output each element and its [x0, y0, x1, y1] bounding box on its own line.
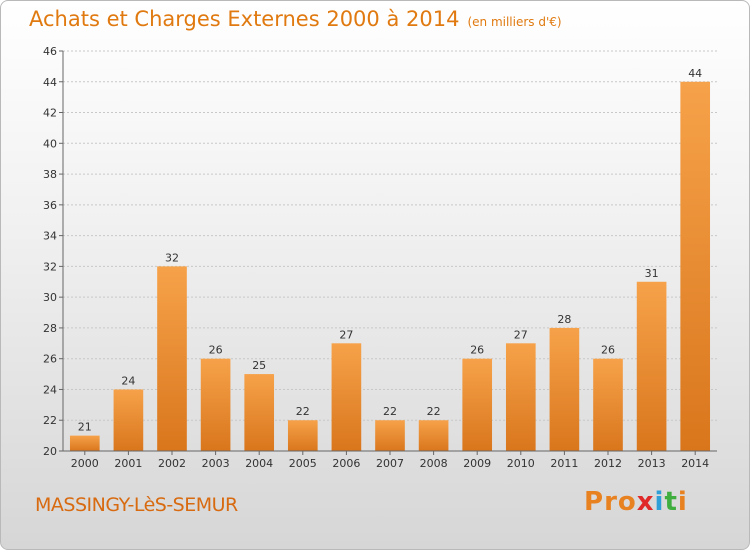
city-name: MASSINGY-LèS-SEMUR: [35, 494, 238, 516]
x-tick-label: 2008: [420, 457, 448, 470]
bar-value-label: 31: [645, 267, 659, 280]
bar-value-label: 24: [121, 374, 135, 387]
x-tick-label: 2009: [463, 457, 491, 470]
bar-2005: [287, 420, 318, 451]
y-tick-label: 34: [43, 230, 57, 243]
y-tick-label: 22: [43, 414, 57, 427]
y-tick-label: 30: [43, 291, 57, 304]
bar-2006: [331, 343, 362, 451]
y-tick-label: 36: [43, 199, 57, 212]
bar-value-label: 22: [383, 405, 397, 418]
bar-value-label: 22: [296, 405, 310, 418]
y-tick-label: 40: [43, 137, 57, 150]
x-tick-label: 2014: [681, 457, 709, 470]
logo-letter: r: [604, 487, 618, 517]
bar-value-label: 27: [339, 328, 353, 341]
bar-2004: [244, 374, 275, 451]
bar-value-label: 26: [601, 344, 615, 357]
bar-2007: [375, 420, 405, 451]
x-tick-label: 2000: [71, 457, 99, 470]
bar-2010: [505, 343, 536, 451]
logo-letter: o: [617, 487, 637, 517]
y-tick-label: 46: [43, 45, 57, 58]
bar-value-label: 22: [427, 405, 441, 418]
logo-letter: x: [636, 487, 655, 517]
chart-title: Achats et Charges Externes 2000 à 2014 (e…: [29, 7, 562, 31]
x-tick-label: 2003: [202, 457, 230, 470]
y-tick-label: 32: [43, 260, 57, 273]
bar-value-label: 21: [78, 421, 92, 434]
logo-letter: t: [664, 487, 678, 517]
y-tick-label: 44: [43, 76, 57, 89]
y-tick-label: 26: [43, 353, 57, 366]
logo-letter: P: [584, 487, 605, 517]
x-tick-label: 2010: [507, 457, 535, 470]
bar-value-label: 25: [252, 359, 266, 372]
bar-2014: [680, 81, 711, 452]
x-tick-label: 2001: [114, 457, 142, 470]
bar-value-label: 32: [165, 251, 179, 264]
bar-2003: [200, 358, 231, 451]
y-tick-label: 20: [43, 445, 57, 458]
bar-2011: [549, 327, 580, 451]
bar-2002: [157, 266, 187, 451]
chart-unit: (en milliers d'€): [467, 15, 562, 29]
x-tick-label: 2004: [245, 457, 273, 470]
y-tick-label: 42: [43, 107, 57, 120]
bar-value-label: 28: [557, 313, 571, 326]
x-tick-label: 2002: [158, 457, 186, 470]
x-tick-label: 2013: [638, 457, 666, 470]
bar-value-label: 26: [209, 344, 223, 357]
y-tick-label: 24: [43, 383, 57, 396]
logo-letter: i: [677, 487, 688, 517]
proxiti-logo: Proxiti: [584, 487, 688, 517]
chart-title-text: Achats et Charges Externes 2000 à 2014: [29, 7, 460, 31]
y-tick-label: 38: [43, 168, 57, 181]
x-tick-label: 2005: [289, 457, 317, 470]
bar-value-label: 44: [688, 67, 702, 80]
bar-value-label: 27: [514, 328, 528, 341]
bar-2013: [636, 281, 667, 451]
bar-2008: [418, 420, 449, 451]
x-tick-label: 2007: [376, 457, 404, 470]
bar-2001: [113, 389, 144, 451]
x-tick-label: 2012: [594, 457, 622, 470]
bar-value-label: 26: [470, 344, 484, 357]
bar-2012: [593, 358, 623, 451]
y-tick-label: 28: [43, 322, 57, 335]
bar-2009: [462, 358, 493, 451]
logo-letter: i: [654, 487, 665, 517]
x-tick-label: 2011: [550, 457, 578, 470]
x-tick-label: 2006: [332, 457, 360, 470]
bar-2000: [69, 435, 100, 451]
